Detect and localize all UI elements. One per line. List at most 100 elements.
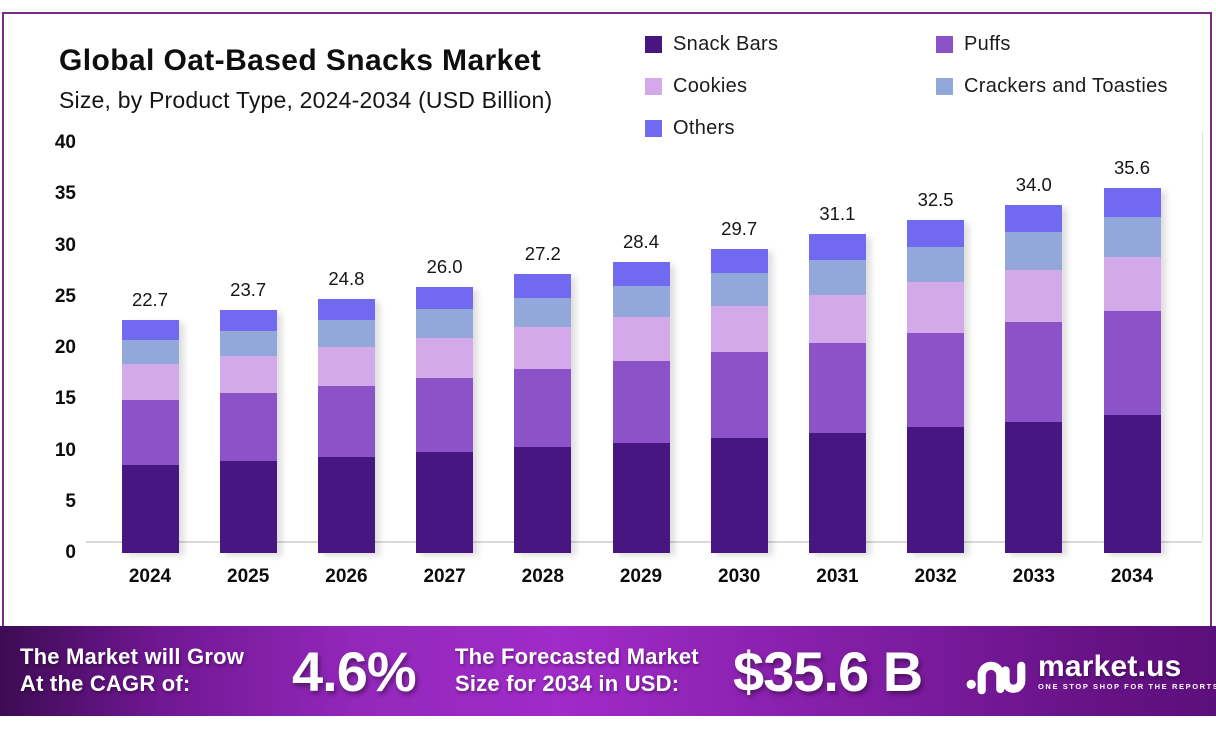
brand-tagline: ONE STOP SHOP FOR THE REPORTS (1038, 681, 1216, 691)
y-axis-tick-25: 25 (54, 285, 76, 307)
bar-total-label-2029: 28.4 (622, 230, 659, 252)
segment-cookies-2034 (1103, 256, 1161, 312)
legend-item-snack-bars: Snack Bars (645, 33, 778, 55)
segment-snack-bars-2032 (907, 426, 965, 553)
bar-total-label-2025: 23.7 (230, 279, 267, 301)
segment-crackers-and-toasties-2027 (416, 309, 474, 338)
segment-others-2029 (612, 261, 670, 287)
segment-snack-bars-2030 (710, 438, 768, 553)
snack-bars-swatch-icon (645, 35, 662, 53)
chart-title: Global Oat-Based Snacks Market (59, 44, 542, 77)
bar-total-label-2027: 26.0 (426, 255, 463, 277)
bar-total-label-2034: 35.6 (1113, 157, 1150, 179)
legend-item-cookies: Cookies (645, 75, 747, 97)
stacked-bar-2026 (317, 298, 375, 553)
plot-right-border (1202, 131, 1203, 541)
segment-cookies-2024 (121, 364, 179, 401)
brand-name: market.us (1038, 649, 1182, 683)
segment-snack-bars-2033 (1005, 421, 1063, 553)
legend-item-puffs: Puffs (936, 33, 1011, 55)
segment-crackers-and-toasties-2034 (1103, 216, 1161, 257)
segment-puffs-2031 (808, 342, 866, 434)
y-axis-tick-40: 40 (54, 132, 76, 153)
x-axis-tick-2031: 2031 (816, 566, 859, 587)
stacked-bar-2027 (416, 286, 474, 554)
bar-total-label-2031: 31.1 (819, 203, 856, 225)
segment-cookies-2032 (907, 282, 965, 333)
segment-cookies-2025 (219, 356, 277, 394)
x-axis-tick-2034: 2034 (1110, 566, 1154, 587)
segment-puffs-2030 (710, 352, 768, 439)
legend-label: Cookies (673, 74, 748, 97)
x-axis-tick-2028: 2028 (521, 566, 564, 587)
y-axis-tick-15: 15 (54, 388, 76, 410)
segment-puffs-2024 (121, 400, 179, 465)
bar-total-label-2030: 29.7 (721, 217, 758, 239)
y-axis-tick-35: 35 (54, 183, 76, 205)
y-axis-tick-5: 5 (65, 490, 76, 512)
stacked-bar-2033 (1005, 204, 1063, 554)
cagr-banner: The Market will Grow At the CAGR of: 4.6… (0, 626, 1216, 716)
segment-crackers-and-toasties-2030 (710, 273, 768, 306)
segment-snack-bars-2031 (808, 433, 866, 553)
x-axis-tick-2033: 2033 (1012, 566, 1055, 587)
segment-others-2027 (416, 286, 474, 310)
legend-label: Crackers and Toasties (964, 74, 1168, 97)
crackers-and-toasties-swatch-icon (936, 77, 953, 95)
stacked-bar-2025 (219, 310, 277, 553)
segment-crackers-and-toasties-2028 (514, 297, 572, 328)
segment-crackers-and-toasties-2025 (219, 330, 277, 357)
segment-puffs-2029 (612, 361, 670, 444)
cookies-swatch-icon (645, 77, 662, 95)
segment-snack-bars-2027 (416, 451, 474, 553)
segment-cookies-2029 (612, 317, 670, 362)
segment-others-2030 (710, 248, 768, 274)
segment-snack-bars-2024 (121, 464, 179, 553)
segment-snack-bars-2026 (317, 456, 375, 553)
segment-puffs-2028 (514, 369, 572, 448)
others-swatch-icon (645, 119, 662, 137)
bar-total-label-2033: 34.0 (1015, 173, 1052, 195)
legend-label: Puffs (964, 32, 1011, 55)
segment-crackers-and-toasties-2032 (907, 246, 965, 283)
stacked-bar-2024 (121, 320, 179, 553)
x-axis-tick-2026: 2026 (325, 566, 368, 587)
y-axis-tick-20: 20 (54, 337, 76, 358)
x-axis-tick-2029: 2029 (619, 566, 663, 587)
segment-crackers-and-toasties-2031 (808, 259, 866, 295)
segment-crackers-and-toasties-2033 (1005, 232, 1063, 271)
segment-snack-bars-2028 (514, 447, 572, 553)
stacked-bar-2034 (1103, 188, 1161, 553)
segment-puffs-2034 (1103, 311, 1161, 415)
bar-total-label-2024: 22.7 (131, 289, 168, 311)
x-axis-tick-2027: 2027 (423, 566, 466, 587)
x-axis-tick-2030: 2030 (718, 566, 761, 587)
segment-puffs-2025 (219, 393, 277, 461)
x-axis-tick-2032: 2032 (914, 566, 957, 587)
segment-cookies-2027 (416, 337, 474, 378)
segment-snack-bars-2025 (219, 460, 277, 553)
segment-others-2025 (219, 310, 277, 331)
segment-puffs-2027 (416, 377, 474, 452)
segment-cookies-2030 (710, 305, 768, 353)
forecast-label: The Forecasted Market Size for 2034 in U… (455, 644, 699, 696)
segment-snack-bars-2029 (612, 443, 670, 553)
segment-cookies-2026 (317, 346, 375, 386)
forecast-value: $35.6 B (733, 640, 923, 703)
x-axis-tick-2024: 2024 (128, 566, 172, 587)
segment-others-2024 (121, 320, 179, 340)
segment-cookies-2031 (808, 294, 866, 343)
bar-total-label-2026: 24.8 (328, 267, 365, 289)
segment-others-2028 (514, 274, 572, 298)
y-axis-tick-30: 30 (54, 234, 76, 256)
stacked-bar-2029 (612, 261, 670, 553)
market-us-logo: market.us ONE STOP SHOP FOR THE REPORTS (966, 646, 1216, 696)
legend-item-others: Others (645, 117, 735, 139)
segment-cookies-2028 (514, 327, 572, 370)
segment-puffs-2032 (907, 332, 965, 427)
segment-snack-bars-2034 (1103, 414, 1161, 553)
y-axis-tick-10: 10 (54, 439, 76, 461)
bar-total-label-2028: 27.2 (524, 243, 561, 265)
legend-label: Others (673, 116, 735, 139)
stacked-bar-2028 (514, 274, 572, 553)
